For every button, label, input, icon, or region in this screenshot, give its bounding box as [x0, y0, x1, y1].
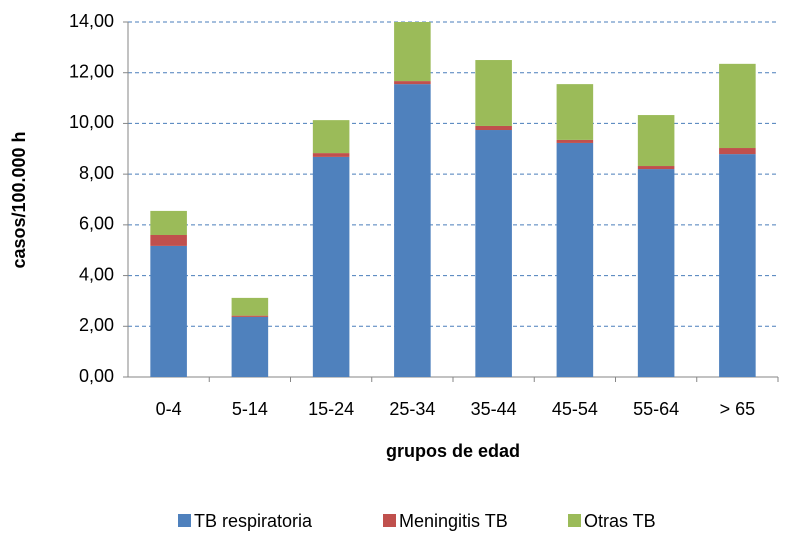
y-tick-label: 14,00	[69, 11, 114, 31]
bar-segment	[394, 22, 431, 82]
y-tick-label: 8,00	[79, 163, 114, 183]
y-tick-label: 10,00	[69, 112, 114, 132]
bar-segment	[394, 81, 431, 85]
bar-segment	[556, 139, 594, 143]
bar-segment	[475, 60, 512, 126]
x-tick-label: > 65	[720, 399, 756, 419]
x-tick-label: 35-44	[471, 399, 517, 419]
x-tick-label: 5-14	[232, 399, 268, 419]
legend-label: Otras TB	[584, 511, 656, 531]
bar-segment	[231, 316, 269, 377]
bar-segment	[150, 210, 187, 235]
x-axis-label: grupos de edad	[386, 441, 520, 461]
x-tick-label: 45-54	[552, 399, 598, 419]
legend-swatch	[568, 514, 581, 527]
legend-swatch	[178, 514, 191, 527]
bar-segment	[475, 130, 512, 377]
bar-segment	[394, 84, 431, 377]
bar-segment	[150, 235, 187, 246]
x-tick-label: 15-24	[308, 399, 354, 419]
bar-segment	[231, 315, 269, 317]
y-tick-label: 2,00	[79, 315, 114, 335]
bar-segment	[556, 84, 594, 140]
y-tick-label: 6,00	[79, 214, 114, 234]
x-tick-label: 0-4	[156, 399, 182, 419]
bar-segment	[637, 166, 675, 170]
legend-label: TB respiratoria	[194, 511, 313, 531]
legend-label: Meningitis TB	[399, 511, 508, 531]
bar-segment	[719, 148, 756, 155]
y-tick-label: 0,00	[79, 366, 114, 386]
bar-segment	[637, 169, 675, 377]
legend-swatch	[383, 514, 396, 527]
y-tick-label: 4,00	[79, 264, 114, 284]
x-tick-label: 55-64	[633, 399, 679, 419]
bar-segment	[312, 156, 350, 377]
bar-segment	[637, 115, 675, 167]
bar-segment	[312, 153, 350, 157]
bar-segment	[556, 142, 594, 377]
bar-segment	[475, 125, 512, 131]
bar-segment	[150, 245, 187, 377]
y-tick-label: 12,00	[69, 61, 114, 81]
bar-segment	[231, 297, 269, 316]
bar-segment	[312, 120, 350, 154]
bar-segment	[719, 63, 756, 149]
y-axis-label: casos/100.000 h	[9, 131, 29, 268]
x-tick-label: 25-34	[389, 399, 435, 419]
bar-segment	[719, 154, 756, 377]
